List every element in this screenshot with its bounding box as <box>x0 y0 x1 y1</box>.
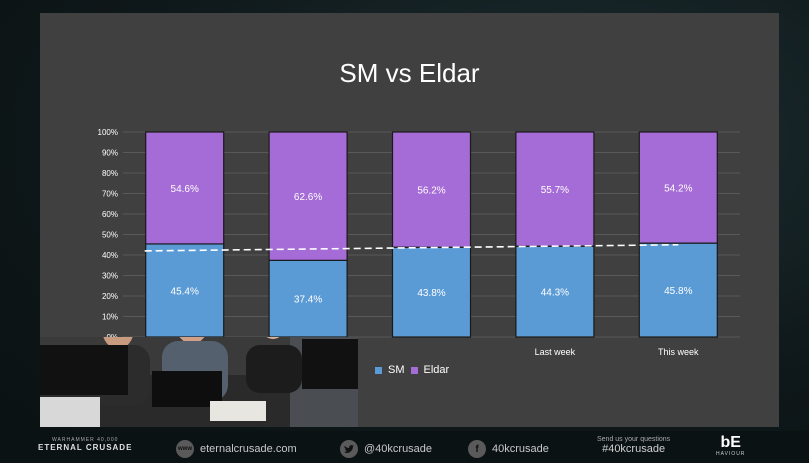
webcam-overlay <box>40 337 358 427</box>
twitter-icon <box>340 440 358 458</box>
y-tick-label: 40% <box>102 251 118 260</box>
legend-label-eldar: Eldar <box>423 364 450 376</box>
bar-segment-eldar <box>391 131 472 248</box>
website-link[interactable]: www eternalcrusade.com <box>176 440 297 458</box>
bar-segment-sm <box>638 242 718 338</box>
eternal-crusade-logo: WARHAMMER 40,000 ETERNAL CRUSADE <box>38 437 133 452</box>
data-label-eldar: 55.7% <box>541 185 569 196</box>
data-label-eldar: 56.2% <box>417 186 445 197</box>
bar-segment-eldar <box>145 131 225 245</box>
legend-label-sm: SM <box>388 364 405 376</box>
trendline <box>144 243 679 252</box>
questions-prompt: Send us your questions #40kcrusade <box>597 436 671 455</box>
www-icon: www <box>176 440 194 458</box>
data-label-sm: 45.4% <box>171 286 199 297</box>
data-label-eldar: 54.6% <box>171 184 199 195</box>
stream-footer: WARHAMMER 40,000 ETERNAL CRUSADE www ete… <box>0 431 809 463</box>
chart-title: SM vs Eldar <box>339 58 480 88</box>
y-tick-label: 90% <box>102 149 118 158</box>
twitter-link[interactable]: @40kcrusade <box>340 440 432 458</box>
data-label-sm: 45.8% <box>664 286 692 297</box>
y-tick-label: 20% <box>102 292 118 301</box>
data-label-sm: 43.8% <box>417 288 445 299</box>
bar-segment-eldar <box>638 131 718 244</box>
facebook-icon: f <box>468 440 486 458</box>
bar-segment-sm <box>391 246 472 338</box>
y-tick-label: 10% <box>102 313 118 322</box>
y-tick-label: 80% <box>102 169 118 178</box>
website-text: eternalcrusade.com <box>200 443 297 455</box>
data-label-eldar: 62.6% <box>294 192 322 203</box>
data-label-eldar: 54.2% <box>664 184 692 195</box>
bar-segment-sm <box>515 245 595 338</box>
data-label-sm: 37.4% <box>294 295 322 306</box>
facebook-link[interactable]: f 40kcrusade <box>468 440 549 458</box>
y-tick-label: 50% <box>102 231 118 240</box>
bar-segment-sm <box>145 243 225 338</box>
x-category-label: This week <box>658 347 699 357</box>
y-tick-label: 60% <box>102 210 118 219</box>
y-tick-label: 70% <box>102 190 118 199</box>
presenters-video-feed <box>40 337 358 427</box>
chart-legend: SM Eldar <box>375 364 449 376</box>
bar-segment-sm <box>268 259 348 338</box>
behaviour-logo: bE HAVIOUR <box>716 434 746 458</box>
bar-segment-eldar <box>268 131 348 261</box>
facebook-handle: 40kcrusade <box>492 443 549 455</box>
x-category-label: Last week <box>535 347 576 357</box>
data-label-sm: 44.3% <box>541 288 569 299</box>
twitter-handle: @40kcrusade <box>364 443 433 455</box>
bar-segment-eldar <box>515 131 595 247</box>
legend-swatch-eldar <box>410 366 418 374</box>
legend-swatch-sm <box>375 366 382 374</box>
y-tick-label: 30% <box>102 272 118 281</box>
stacked-bar-chart: 0%10%20%30%40%50%60%70%80%90%100%45.4%54… <box>98 128 740 357</box>
y-tick-label: 100% <box>98 128 118 137</box>
